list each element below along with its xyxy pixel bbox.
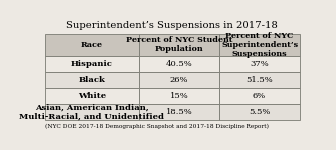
Text: 18.5%: 18.5%: [166, 108, 193, 116]
Text: Race: Race: [81, 41, 103, 49]
Text: 15%: 15%: [170, 92, 188, 100]
Bar: [45, 34, 139, 56]
Text: Black: Black: [78, 76, 105, 84]
Bar: [219, 34, 300, 56]
Bar: [139, 88, 219, 104]
Text: Superintendent’s Suspensions in 2017-18: Superintendent’s Suspensions in 2017-18: [66, 21, 278, 30]
Bar: [45, 88, 139, 104]
Text: Asian, American Indian,
Multi-Racial, and Unidentified: Asian, American Indian, Multi-Racial, an…: [19, 104, 164, 121]
Text: 5.5%: 5.5%: [249, 108, 270, 116]
Text: Hispanic: Hispanic: [71, 60, 113, 68]
Bar: [219, 104, 300, 120]
Bar: [139, 104, 219, 120]
Bar: [219, 72, 300, 88]
Text: 51.5%: 51.5%: [246, 76, 273, 84]
Bar: [45, 104, 139, 120]
Text: 6%: 6%: [253, 92, 266, 100]
Bar: [219, 88, 300, 104]
Text: 26%: 26%: [170, 76, 188, 84]
Text: Percent of NYC Student
Population: Percent of NYC Student Population: [126, 36, 233, 53]
Text: 40.5%: 40.5%: [166, 60, 193, 68]
Text: (NYC DOE 2017-18 Demographic Snapshot and 2017-18 Discipline Report): (NYC DOE 2017-18 Demographic Snapshot an…: [45, 124, 268, 129]
Text: 37%: 37%: [250, 60, 269, 68]
Bar: [45, 72, 139, 88]
Bar: [45, 56, 139, 72]
Bar: [139, 56, 219, 72]
Bar: [219, 56, 300, 72]
Bar: [139, 72, 219, 88]
Text: Percent of NYC
Superintendent’s
Suspensions: Percent of NYC Superintendent’s Suspensi…: [221, 32, 298, 58]
Bar: [139, 34, 219, 56]
Text: White: White: [78, 92, 106, 100]
